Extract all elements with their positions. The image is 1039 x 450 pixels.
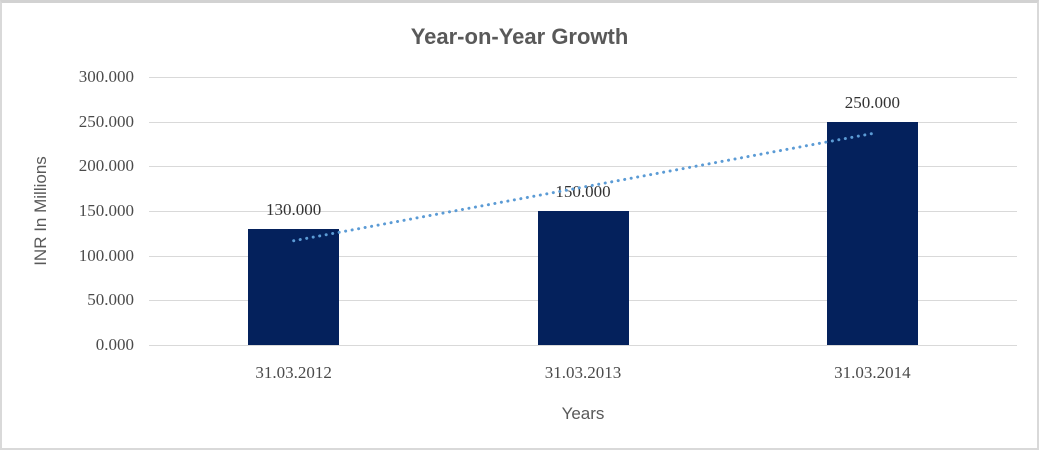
chart-title: Year-on-Year Growth (410, 24, 629, 49)
y-tick-label: 200.000 (78, 156, 134, 176)
bar (826, 121, 918, 345)
x-tick-label: 31.03.2012 (255, 363, 332, 382)
bars: 130.000 150.000 250.000 (149, 77, 1017, 345)
y-tick-label: 250.000 (78, 111, 134, 131)
x-axis-title: Years (561, 404, 605, 423)
gridline (149, 121, 1017, 123)
data-label: 150.000 (555, 182, 611, 201)
y-tick-label: 100.000 (78, 245, 134, 265)
gridline (149, 77, 1017, 78)
y-tick-label: 300.000 (78, 67, 134, 86)
gridline (149, 345, 1017, 346)
y-tick-label: 50.000 (87, 290, 134, 310)
plot-area: 130.000 150.000 250.000 (149, 77, 1017, 346)
x-axis-ticks: 31.03.2012 31.03.2013 31.03.2014 (149, 363, 1017, 387)
x-tick-label: 31.03.2013 (544, 363, 622, 382)
data-label: 250.000 (844, 92, 900, 112)
y-axis-ticks: 300.000 250.000 200.000 150.000 100.000 50.00… (2, 67, 134, 354)
y-tick-label: 0.000 (95, 335, 134, 354)
bar (248, 228, 340, 345)
bar (537, 211, 629, 345)
x-tick-label: 31.03.2014 (834, 363, 911, 382)
data-label: 130.000 (266, 199, 322, 219)
y-tick-label: 150.000 (78, 201, 134, 220)
